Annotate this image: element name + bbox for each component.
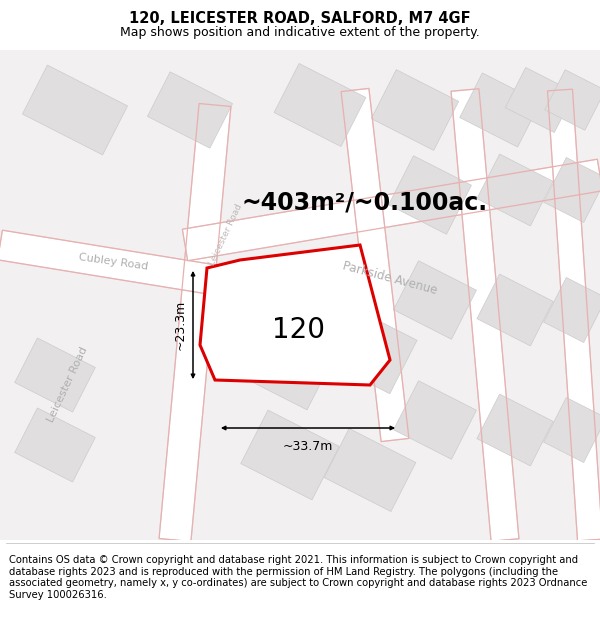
Text: 120: 120 (272, 316, 325, 344)
Text: Leicester Road: Leicester Road (46, 346, 90, 424)
Polygon shape (341, 88, 409, 442)
Polygon shape (451, 89, 519, 541)
Polygon shape (274, 64, 366, 146)
Polygon shape (545, 70, 600, 130)
Text: Map shows position and indicative extent of the property.: Map shows position and indicative extent… (120, 26, 480, 39)
Polygon shape (544, 398, 600, 462)
Polygon shape (544, 278, 600, 342)
Polygon shape (148, 72, 233, 148)
Polygon shape (394, 381, 476, 459)
Polygon shape (0, 230, 217, 295)
Polygon shape (505, 68, 575, 132)
Text: Contains OS data © Crown copyright and database right 2021. This information is : Contains OS data © Crown copyright and d… (9, 555, 587, 600)
Polygon shape (548, 89, 600, 541)
Polygon shape (14, 338, 95, 412)
Text: Parkside Avenue: Parkside Avenue (341, 259, 439, 297)
Polygon shape (394, 261, 476, 339)
Polygon shape (159, 104, 231, 541)
Polygon shape (477, 394, 553, 466)
Polygon shape (460, 73, 541, 147)
Text: ~33.7m: ~33.7m (283, 440, 333, 453)
Polygon shape (182, 159, 600, 261)
Polygon shape (544, 158, 600, 222)
Polygon shape (389, 156, 472, 234)
Polygon shape (14, 408, 95, 482)
Polygon shape (371, 69, 458, 151)
Polygon shape (324, 429, 416, 511)
Polygon shape (236, 320, 334, 410)
Text: ~23.3m: ~23.3m (174, 300, 187, 350)
Polygon shape (200, 245, 390, 385)
Polygon shape (22, 65, 128, 155)
Polygon shape (241, 410, 339, 500)
Text: ~403m²/~0.100ac.: ~403m²/~0.100ac. (242, 191, 488, 215)
Polygon shape (477, 154, 553, 226)
Text: Cubley Road: Cubley Road (78, 252, 149, 272)
Polygon shape (323, 306, 417, 394)
Text: 120, LEICESTER ROAD, SALFORD, M7 4GF: 120, LEICESTER ROAD, SALFORD, M7 4GF (129, 11, 471, 26)
Text: Leicester Road: Leicester Road (208, 202, 244, 268)
Polygon shape (477, 274, 553, 346)
